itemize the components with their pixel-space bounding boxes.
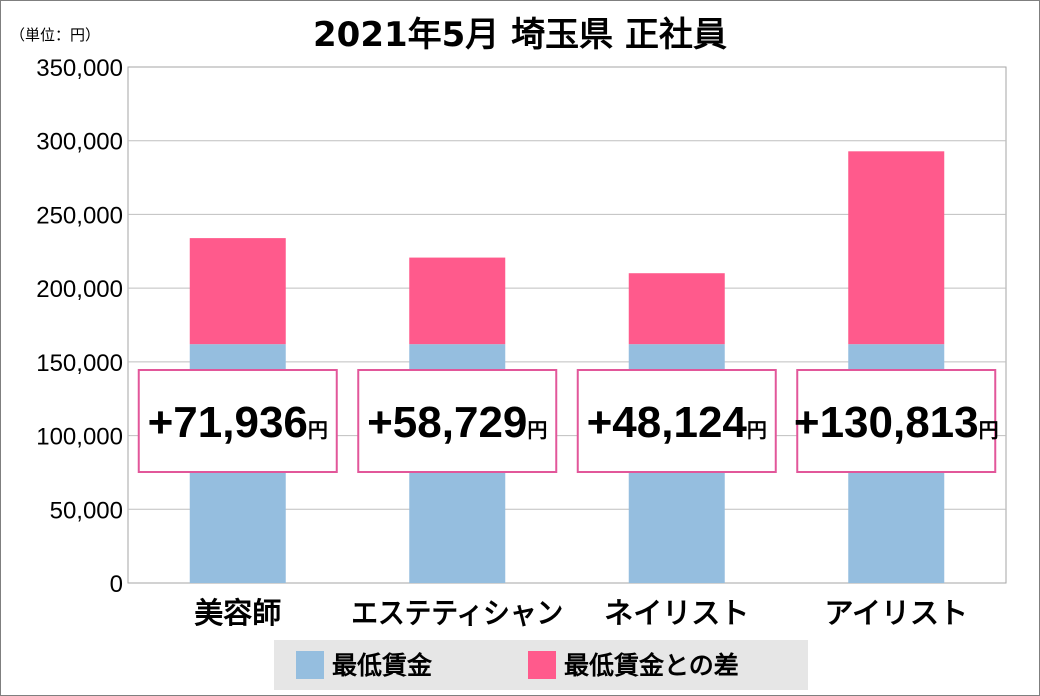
category-labels: 美容師 エステティシャン ネイリスト アイリスト (194, 596, 968, 630)
category-label: 美容師 (194, 596, 281, 630)
category-label: アイリスト (824, 596, 968, 630)
legend-swatch-wage-difference (528, 651, 556, 679)
difference-label: +130,813円 (794, 398, 999, 447)
y-tick-label: 0 (110, 571, 123, 598)
difference-labels: +71,936円 +58,729円 +48,124円 +130,813円 (137, 369, 999, 473)
difference-label-box (576, 369, 777, 473)
bar-wage-difference (848, 151, 945, 345)
difference-unit: 円 (747, 418, 767, 442)
difference-label-box (796, 369, 997, 473)
y-tick-label: 150,000 (36, 350, 123, 377)
difference-label: +48,124円 (587, 398, 767, 447)
chart-title: 2021年5月 埼玉県 正社員 (313, 15, 727, 55)
bar-wage-difference (628, 273, 725, 345)
difference-value: +58,729 (367, 398, 527, 447)
difference-value: +130,813 (794, 398, 979, 447)
legend-items: 最低賃金 最低賃金との差 (296, 651, 739, 680)
y-tick-label: 350,000 (36, 55, 123, 82)
difference-value: +48,124 (587, 398, 748, 447)
category-label: エステティシャン (351, 596, 563, 630)
unit-label: （単位：円） (10, 26, 100, 44)
y-axis-tick-labels: 0 50,000 100,000 150,000 200,000 250,000 300,0… (36, 55, 123, 598)
bar-wage-difference (189, 238, 286, 345)
category-label: ネイリスト (604, 596, 749, 630)
legend-swatch-minimum-wage (296, 651, 324, 679)
y-tick-label: 100,000 (36, 424, 123, 451)
legend-label: 最低賃金 (332, 651, 433, 680)
difference-unit: 円 (308, 418, 328, 442)
difference-label: +58,729円 (367, 398, 547, 447)
bar-wage-difference (409, 257, 506, 345)
difference-label-box (357, 369, 558, 473)
difference-label-box (137, 369, 338, 473)
y-tick-label: 200,000 (36, 276, 123, 303)
y-tick-label: 300,000 (36, 129, 123, 156)
difference-unit: 円 (527, 418, 547, 442)
difference-value: +71,936 (148, 398, 308, 447)
y-tick-label: 250,000 (36, 202, 123, 229)
difference-label: +71,936円 (148, 398, 328, 447)
legend-label: 最低賃金との差 (564, 651, 739, 680)
difference-unit: 円 (979, 418, 999, 442)
y-tick-label: 50,000 (50, 497, 123, 524)
